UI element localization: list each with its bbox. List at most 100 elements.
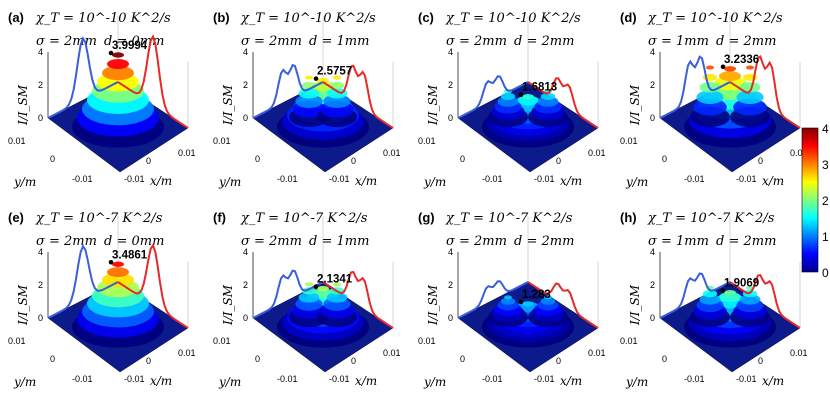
surface <box>684 65 776 148</box>
z-tick-label: 2 <box>38 80 43 90</box>
x-axis-label: x/m <box>355 374 377 388</box>
y-axis-label: y/m <box>625 175 648 189</box>
peak-value-label: 2.1341 <box>317 274 353 286</box>
x-tick-label: 0.01 <box>588 348 606 358</box>
peak-value-label: 1.283 <box>522 289 551 301</box>
surface-lobe <box>746 65 754 70</box>
z-tick-label: 2 <box>650 80 655 90</box>
x-tick-label: 0.01 <box>178 148 196 158</box>
surface-lobe <box>326 88 348 99</box>
panel-e: (e) χ_T = 10^-7 K^2/s σ = 2mm d = 0mm I/I_SM… <box>8 210 196 389</box>
sigma-label: σ = 2mm <box>446 234 507 249</box>
surface <box>482 295 574 348</box>
z-axis-label: I/I_SM <box>221 84 235 126</box>
surface-lobe <box>329 81 345 90</box>
z-tick-label: 2 <box>448 80 453 90</box>
y-axis-label: y/m <box>423 375 446 389</box>
chi-label: χ_T = 10^-7 K^2/s <box>647 211 775 226</box>
y-axis-label: y/m <box>423 175 446 189</box>
y-tick-label: 0.01 <box>418 136 436 146</box>
chi-label: χ_T = 10^-10 K^2/s <box>445 11 581 26</box>
y-tick-label: 0 <box>255 154 260 164</box>
y-tick-label: 0.01 <box>213 336 231 346</box>
surface-layer <box>517 95 539 106</box>
z-tick-label: 4 <box>243 247 248 257</box>
z-tick-label: 4 <box>650 247 655 257</box>
z-tick-label: 4 <box>650 47 655 57</box>
d-label: d = 2mm <box>716 34 776 49</box>
surface-lobe <box>326 292 348 303</box>
x-tick-label: -0.01 <box>329 174 350 184</box>
surface-lobe <box>733 98 767 116</box>
y-tick-label: 0 <box>50 354 55 364</box>
x-axis-label: x/m <box>560 174 582 188</box>
y-projection-curve <box>659 272 731 319</box>
colorbar-tick: 0 <box>822 266 829 280</box>
panel-d: (d) χ_T = 10^-10 K^2/s σ = 1mm d = 2mm I/I_S… <box>620 10 808 189</box>
panel-a: (a) χ_T = 10^-10 K^2/sσ = 2mm d = 0mmI/I_S… <box>8 10 196 189</box>
z-tick-label: 0 <box>650 113 655 123</box>
sigma-label: σ = 1mm <box>648 234 709 249</box>
x-tick-label: 0 <box>556 156 561 166</box>
surface-layer <box>719 71 741 82</box>
y-tick-label: 0.01 <box>8 336 26 346</box>
y-tick-label: -0.01 <box>72 174 93 184</box>
panel-label: (d) <box>620 10 637 25</box>
y-tick-label: -0.01 <box>482 374 503 384</box>
z-tick-label: 0 <box>243 113 248 123</box>
z-axis-label: I/I_SM <box>426 284 440 326</box>
y-tick-label: -0.01 <box>684 374 705 384</box>
y-axis-label: y/m <box>218 175 241 189</box>
x-tick-label: 0 <box>758 156 763 166</box>
panels-group: (a) χ_T = 10^-10 K^2/s σ = 2mm d = 0mm I/I_S… <box>8 10 808 389</box>
sigma-label: σ = 2mm <box>446 34 507 49</box>
z-tick-label: 2 <box>38 280 43 290</box>
y-tick-label: 0 <box>662 354 667 364</box>
y-projection-curve <box>457 75 529 119</box>
z-tick-label: 2 <box>650 280 655 290</box>
x-projection-curve <box>527 77 599 129</box>
z-tick-label: 4 <box>448 247 453 257</box>
surface-lobe <box>504 295 512 300</box>
surface-lobe <box>298 292 320 303</box>
surface-layer <box>317 77 329 84</box>
z-tick-label: 0 <box>650 313 655 323</box>
y-tick-label: 0.01 <box>213 136 231 146</box>
peak-value-label: 3.4861 <box>112 249 148 261</box>
peak-marker <box>720 288 726 293</box>
y-projection-curve <box>252 269 324 319</box>
x-tick-label: -0.01 <box>736 374 757 384</box>
x-tick-label: 0 <box>351 356 356 366</box>
surface-lobe <box>295 94 323 109</box>
z-tick-label: 4 <box>448 47 453 57</box>
y-axis-label: y/m <box>13 175 36 189</box>
surface-lobe <box>333 282 341 287</box>
peak-marker <box>108 259 114 265</box>
panel-f: (f) χ_T = 10^-7 K^2/s σ = 2mm d = 1mm I/I_SM… <box>213 210 401 389</box>
y-tick-label: 0 <box>460 354 465 364</box>
surface-lobe <box>540 297 556 305</box>
d-label: d = 2mm <box>514 234 574 249</box>
peak-marker <box>108 50 114 56</box>
d-label: d = 1mm <box>309 234 369 249</box>
panel-g: (g) χ_T = 10^-7 K^2/s σ = 2mm d = 2mm I/I_SM… <box>418 210 606 389</box>
surface-lobe <box>693 98 727 116</box>
sigma-label: σ = 1mm <box>648 34 709 49</box>
surface-lobe <box>537 96 559 107</box>
z-tick-label: 0 <box>448 113 453 123</box>
surface-layer <box>107 267 129 278</box>
colorbar-gradient <box>801 127 819 273</box>
surface-layer <box>107 59 129 69</box>
x-tick-label: 0 <box>146 356 151 366</box>
sigma-label: σ = 2mm <box>241 34 302 49</box>
y-tick-label: 0 <box>255 354 260 364</box>
surface-lobe <box>706 65 714 70</box>
x-projection-curve <box>117 34 189 129</box>
peak-value-label: 3.9994 <box>112 40 148 52</box>
panel-label: (f) <box>213 210 226 225</box>
colorbar-tick: 2 <box>822 194 829 208</box>
y-tick-label: 0 <box>662 154 667 164</box>
surface <box>684 285 776 348</box>
z-axis-label: I/I_SM <box>221 284 235 326</box>
